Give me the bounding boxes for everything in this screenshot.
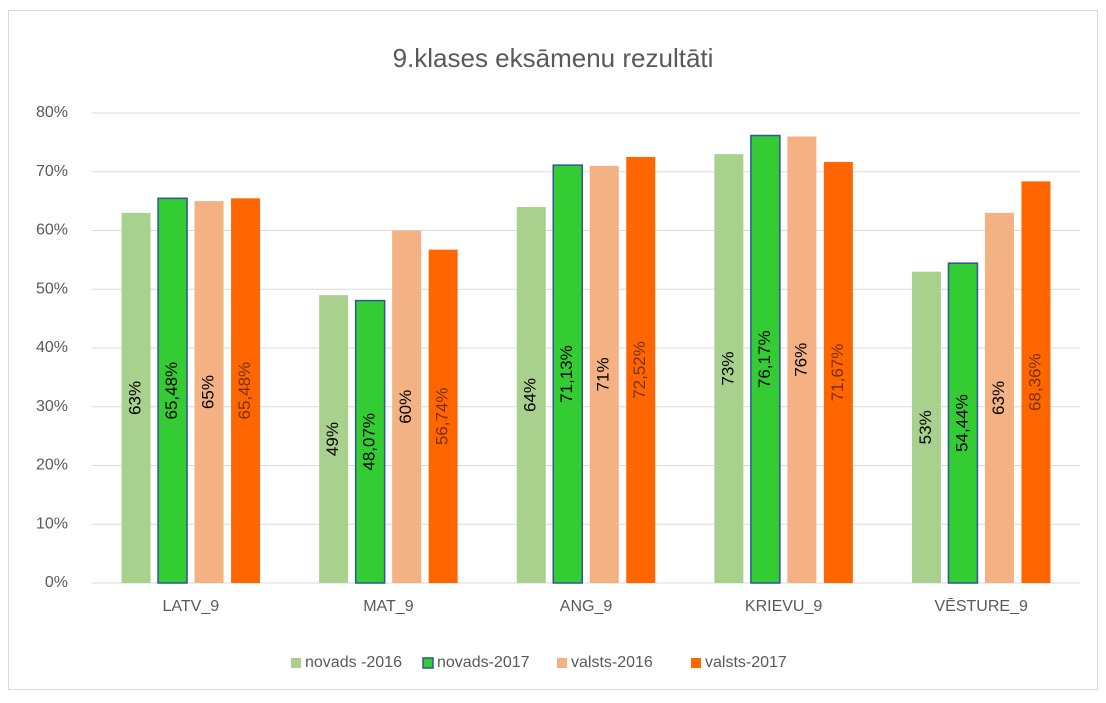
legend-label: valsts-2016 bbox=[571, 654, 653, 671]
data-label: 72,52% bbox=[630, 341, 649, 399]
bar bbox=[121, 212, 151, 583]
data-label: 54,44% bbox=[952, 394, 971, 452]
legend-swatch bbox=[557, 658, 567, 668]
bar bbox=[911, 271, 941, 583]
data-label: 60% bbox=[396, 390, 415, 424]
bar bbox=[319, 295, 349, 583]
bar bbox=[428, 249, 458, 583]
data-label: 71,13% bbox=[557, 345, 576, 403]
x-tick-label: KRIEVU_9 bbox=[745, 598, 822, 615]
data-label: 76% bbox=[791, 343, 810, 377]
data-label: 65% bbox=[199, 375, 218, 409]
data-label: 48,07% bbox=[360, 413, 379, 471]
y-tick-label: 60% bbox=[36, 222, 68, 239]
y-tick-label: 20% bbox=[36, 457, 68, 474]
legend-swatch bbox=[691, 658, 701, 668]
legend-label: valsts-2017 bbox=[705, 654, 787, 671]
x-tick-label: LATV_9 bbox=[162, 598, 219, 615]
x-tick-label: MAT_9 bbox=[363, 598, 413, 615]
y-tick-label: 70% bbox=[36, 163, 68, 180]
bar bbox=[354, 299, 386, 584]
bar bbox=[1021, 181, 1051, 583]
data-label: 63% bbox=[126, 381, 145, 415]
data-label: 76,17% bbox=[755, 330, 774, 388]
x-tick-label: VĒSTURE_9 bbox=[935, 597, 1028, 615]
bar bbox=[947, 262, 979, 584]
legend-label: novads-2017 bbox=[437, 654, 530, 671]
bar bbox=[589, 165, 619, 583]
legend-swatch bbox=[422, 657, 434, 669]
bar bbox=[157, 197, 188, 584]
data-label: 53% bbox=[916, 410, 935, 444]
data-label: 64% bbox=[521, 378, 540, 412]
data-label: 65,48% bbox=[162, 362, 181, 420]
bar bbox=[392, 230, 422, 583]
bar bbox=[984, 212, 1014, 583]
data-label: 65,48% bbox=[235, 362, 254, 420]
bar bbox=[516, 207, 546, 583]
data-label: 63% bbox=[989, 381, 1008, 415]
x-tick-label: ANG_9 bbox=[560, 598, 613, 615]
y-tick-label: 50% bbox=[36, 280, 68, 297]
data-label: 56,74% bbox=[433, 387, 452, 445]
data-label: 73% bbox=[718, 352, 737, 386]
bar bbox=[231, 198, 261, 583]
bar bbox=[552, 164, 583, 584]
bar bbox=[714, 154, 744, 583]
y-tick-label: 40% bbox=[36, 339, 68, 356]
legend-swatch bbox=[291, 658, 301, 668]
legend-label: novads -2016 bbox=[305, 654, 402, 671]
data-label: 71,67% bbox=[828, 344, 847, 402]
y-tick-label: 80% bbox=[36, 104, 68, 121]
data-label: 71% bbox=[594, 357, 613, 391]
data-label: 68,36% bbox=[1025, 353, 1044, 411]
bar bbox=[787, 136, 817, 583]
data-label: 49% bbox=[323, 422, 342, 456]
y-tick-label: 30% bbox=[36, 398, 68, 415]
bar bbox=[750, 134, 781, 584]
chart-title: 9.klases eksāmenu rezultāti bbox=[393, 43, 714, 73]
y-tick-label: 10% bbox=[36, 515, 68, 532]
bar bbox=[194, 201, 224, 583]
bar bbox=[823, 161, 853, 583]
bar bbox=[626, 156, 656, 583]
y-tick-label: 0% bbox=[45, 574, 68, 591]
